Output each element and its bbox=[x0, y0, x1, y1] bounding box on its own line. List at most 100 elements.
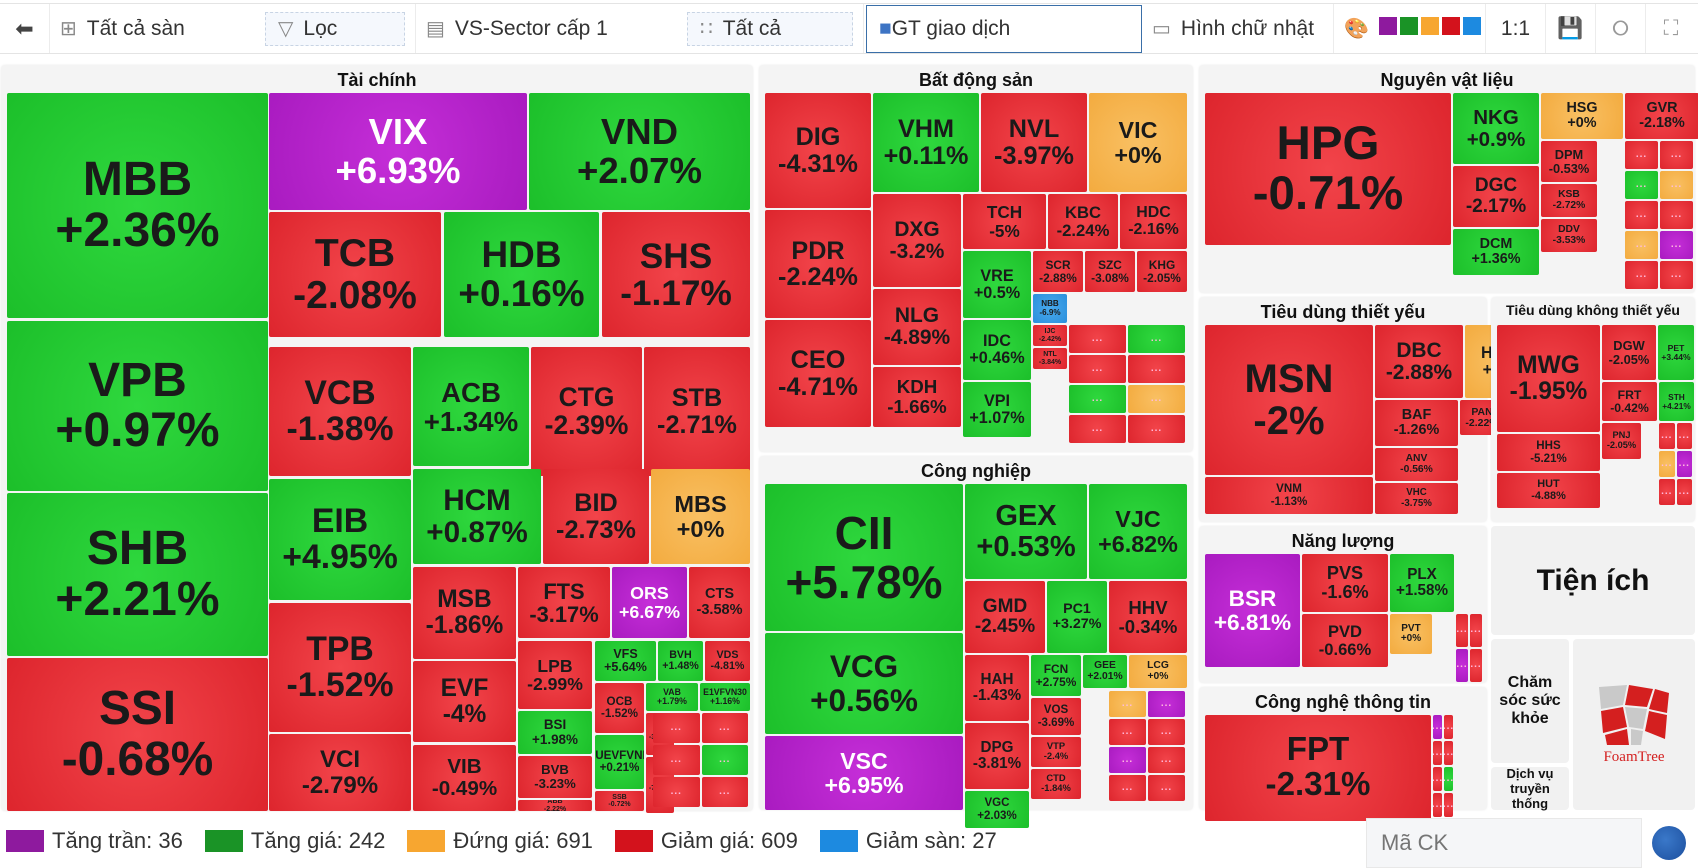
stock-tile[interactable]: BID -2.73% bbox=[543, 469, 649, 564]
stock-tile[interactable]: KHG -2.05% bbox=[1137, 251, 1187, 292]
stock-tile[interactable]: ABB -2.22% bbox=[518, 800, 592, 811]
stock-tile[interactable]: PC1 +3.27% bbox=[1047, 581, 1107, 653]
more-tile[interactable]: ... bbox=[1444, 741, 1453, 765]
more-tile[interactable]: ... bbox=[653, 713, 700, 743]
stock-tile[interactable]: DGW -2.05% bbox=[1602, 325, 1656, 380]
stock-tile[interactable]: CTG -2.39% bbox=[531, 347, 642, 476]
more-tile[interactable]: ... bbox=[1128, 385, 1185, 413]
more-tile[interactable]: ... bbox=[1659, 423, 1675, 449]
collapsed-sector[interactable]: Chăm sóc sức khỏe bbox=[1491, 639, 1569, 763]
stock-tile[interactable]: GVR -2.18% bbox=[1625, 93, 1698, 139]
more-tile[interactable]: ... bbox=[1069, 325, 1126, 353]
more-tile[interactable]: ... bbox=[1676, 451, 1692, 477]
more-tile[interactable]: ... bbox=[1128, 355, 1185, 383]
stock-tile[interactable]: ANV -0.56% bbox=[1375, 448, 1458, 481]
stock-tile[interactable]: FRT -0.42% bbox=[1602, 382, 1657, 421]
exchange-selector[interactable]: ⊞ Tất cả sàn ▽ Lọc bbox=[50, 4, 416, 53]
stock-tile[interactable]: HDB +0.16% bbox=[444, 212, 599, 337]
stock-tile[interactable]: BSR +6.81% bbox=[1205, 554, 1300, 667]
stock-tile[interactable]: FUEVFVND+0.21% bbox=[595, 735, 644, 789]
more-tile[interactable]: ... bbox=[1456, 649, 1468, 682]
sector-group[interactable]: Tiêu dùng thiết yếuMSN-2%DBC-2.88%HAG+0%… bbox=[1199, 297, 1543, 522]
stock-tile[interactable]: VIX +6.93% bbox=[269, 93, 527, 210]
stock-tile[interactable]: HDC -2.16% bbox=[1120, 194, 1187, 249]
more-tile[interactable]: ... bbox=[1128, 415, 1185, 443]
more-tile[interactable]: ... bbox=[1659, 451, 1675, 477]
stock-tile[interactable]: SSB -0.72% bbox=[595, 791, 644, 811]
more-tile[interactable]: ... bbox=[1625, 141, 1658, 169]
stock-tile[interactable]: E1VFVN30 +1.16% bbox=[700, 683, 750, 711]
stock-tile[interactable]: OCB -1.52% bbox=[595, 683, 644, 733]
stock-tile[interactable]: KDH -1.66% bbox=[873, 367, 961, 427]
more-tile[interactable]: ... bbox=[1433, 767, 1442, 791]
ratio-button[interactable]: 1:1 bbox=[1486, 4, 1546, 53]
stock-tile[interactable]: DCM +1.36% bbox=[1453, 229, 1539, 275]
stock-tile[interactable]: NLG -4.89% bbox=[873, 289, 961, 365]
stock-tile[interactable]: GEE +2.01% bbox=[1083, 655, 1127, 688]
stock-tile[interactable]: SCR -2.88% bbox=[1033, 251, 1083, 292]
stock-tile[interactable]: DDV -3.53% bbox=[1541, 219, 1597, 252]
more-tile[interactable]: ... bbox=[1069, 415, 1126, 443]
stock-tile[interactable]: VPB +0.97% bbox=[7, 321, 268, 491]
more-tile[interactable]: ... bbox=[1625, 201, 1658, 229]
more-tile[interactable]: ... bbox=[1148, 691, 1185, 717]
stock-tile[interactable]: GMD -2.45% bbox=[965, 581, 1045, 653]
more-tile[interactable]: ... bbox=[1433, 741, 1442, 765]
stock-tile[interactable]: SHS -1.17% bbox=[602, 212, 750, 337]
shape-selector[interactable]: ▭ Hình chữ nhật bbox=[1142, 4, 1334, 53]
stock-tile[interactable]: VOS -3.69% bbox=[1031, 698, 1081, 735]
stock-tile[interactable]: VFS +5.64% bbox=[595, 641, 656, 681]
stock-tile[interactable]: ACB +1.34% bbox=[413, 347, 529, 466]
back-button[interactable]: ⬅ bbox=[0, 4, 50, 53]
stock-tile[interactable]: MSN -2% bbox=[1205, 325, 1373, 475]
stock-tile[interactable]: HHS -5.21% bbox=[1497, 434, 1600, 471]
stock-tile[interactable]: VJC +6.82% bbox=[1089, 484, 1187, 579]
filter-button[interactable]: ▽ Lọc bbox=[265, 11, 405, 46]
stock-tile[interactable]: MSB -1.86% bbox=[413, 567, 516, 659]
more-tile[interactable]: ... bbox=[1444, 767, 1453, 791]
more-tile[interactable]: ... bbox=[1433, 793, 1442, 817]
stock-tile[interactable]: CTS -3.58% bbox=[689, 567, 750, 638]
more-tile[interactable]: ... bbox=[1660, 171, 1693, 199]
more-tile[interactable]: ... bbox=[1676, 423, 1692, 449]
stock-tile[interactable]: DBC -2.88% bbox=[1375, 325, 1463, 398]
stock-tile[interactable]: FPT -2.31% bbox=[1205, 715, 1431, 821]
stock-tile[interactable]: IDC +0.46% bbox=[963, 320, 1031, 380]
stock-tile[interactable]: TPB -1.52% bbox=[269, 603, 411, 732]
stock-tile[interactable]: DPG -3.81% bbox=[965, 723, 1029, 789]
stock-tile[interactable]: VAB +1.79% bbox=[646, 683, 698, 711]
sector-group[interactable]: Tài chính MBB +2.36% VIX +6.93% VND +2.07% TCB -… bbox=[1, 65, 753, 813]
stock-tile[interactable]: MWG -1.95% bbox=[1497, 325, 1600, 432]
more-tile[interactable]: ... bbox=[1069, 385, 1126, 413]
stock-tile[interactable]: VCB -1.38% bbox=[269, 347, 411, 476]
legend-item[interactable]: Giảm giá: 609 bbox=[614, 828, 798, 854]
more-tile[interactable]: ... bbox=[1659, 479, 1675, 505]
stock-tile[interactable]: GEX +0.53% bbox=[965, 484, 1087, 579]
more-tile[interactable]: ... bbox=[1625, 171, 1658, 199]
legend-item[interactable]: Tăng trần: 36 bbox=[6, 828, 183, 854]
more-tile[interactable]: ... bbox=[1069, 355, 1126, 383]
share-button[interactable]: ⭘ bbox=[1596, 4, 1646, 53]
stock-tile[interactable]: PET +3.44% bbox=[1658, 325, 1694, 380]
sector-level-selector[interactable]: ▤ VS-Sector cấp 1 ∷ Tất cả bbox=[416, 4, 864, 53]
stock-tile[interactable]: ORS +6.67% bbox=[612, 567, 687, 638]
stock-tile[interactable]: DIG -4.31% bbox=[765, 93, 871, 208]
stock-tile[interactable]: LCG +0% bbox=[1129, 655, 1187, 688]
stock-tile[interactable]: VNM -1.13% bbox=[1205, 477, 1373, 514]
more-tile[interactable]: ... bbox=[1470, 614, 1482, 647]
size-by-selector[interactable]: ■ GT giao dịch bbox=[866, 4, 1142, 53]
stock-tile[interactable]: NBB -6.9% bbox=[1033, 294, 1067, 323]
stock-tile[interactable]: FCN +2.75% bbox=[1031, 655, 1081, 696]
more-tile[interactable]: ... bbox=[701, 713, 748, 743]
stock-tile[interactable]: IJC -2.42% bbox=[1033, 325, 1067, 346]
stock-tile[interactable]: CII +5.78% bbox=[765, 484, 963, 631]
legend-item[interactable]: Tăng giá: 242 bbox=[204, 828, 385, 854]
stock-tile[interactable]: EIB +4.95% bbox=[269, 479, 411, 600]
stock-tile[interactable]: HPG -0.71% bbox=[1205, 93, 1451, 245]
stock-tile[interactable]: VHC -3.75% bbox=[1375, 483, 1458, 514]
stock-tile[interactable]: BAF -1.26% bbox=[1375, 400, 1458, 446]
sector-group[interactable]: Công nghiệp CII +5.78% GEX +0.53% VJC +6.82% GM… bbox=[759, 456, 1193, 828]
stock-tile[interactable]: PVT +0% bbox=[1390, 614, 1432, 654]
stock-tile[interactable]: MBS +0% bbox=[651, 469, 750, 564]
more-tile[interactable]: ... bbox=[1625, 231, 1658, 259]
